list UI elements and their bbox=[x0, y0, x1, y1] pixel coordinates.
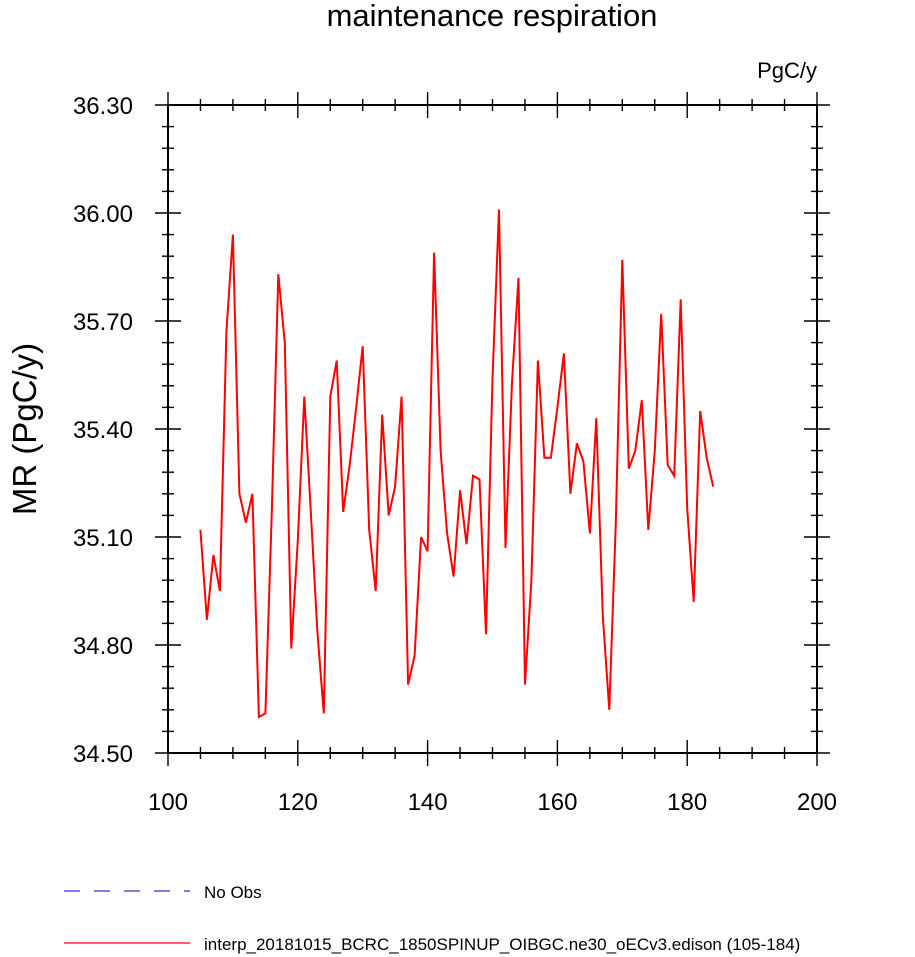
y-tick-label: 35.40 bbox=[73, 417, 133, 444]
x-tick-label: 140 bbox=[408, 789, 448, 816]
legend-label-no-obs: No Obs bbox=[204, 883, 262, 902]
plot-frame bbox=[167, 104, 818, 754]
series-line bbox=[199, 209, 715, 719]
y-tick-label: 34.50 bbox=[73, 741, 133, 768]
units-label: PgC/y bbox=[757, 58, 817, 83]
y-tick-labels: 34.50 34.80 35.10 35.40 35.70 36.00 36.30 bbox=[73, 93, 133, 768]
x-tick-label: 200 bbox=[797, 789, 837, 816]
x-tick-label: 160 bbox=[537, 789, 577, 816]
y-tick-label: 36.00 bbox=[73, 201, 133, 228]
y-tick-label: 35.70 bbox=[73, 309, 133, 336]
chart-title: maintenance respiration bbox=[327, 0, 658, 33]
major-ticks bbox=[155, 92, 830, 766]
legend-label-model: interp_20181015_BCRC_1850SPINUP_OIBGC.ne… bbox=[204, 935, 800, 954]
y-tick-label: 35.10 bbox=[73, 525, 133, 552]
x-tick-labels: 100 120 140 160 180 200 bbox=[148, 789, 837, 816]
x-tick-label: 180 bbox=[667, 789, 707, 816]
legend: No Obs interp_20181015_BCRC_1850SPINUP_O… bbox=[64, 883, 800, 954]
y-axis-label: MR (PgC/y) bbox=[6, 343, 43, 515]
minor-ticks bbox=[162, 99, 823, 759]
x-tick-label: 100 bbox=[148, 789, 188, 816]
x-tick-label: 120 bbox=[278, 789, 318, 816]
y-tick-label: 34.80 bbox=[73, 633, 133, 660]
y-tick-label: 36.30 bbox=[73, 93, 133, 120]
series-group bbox=[199, 209, 715, 719]
